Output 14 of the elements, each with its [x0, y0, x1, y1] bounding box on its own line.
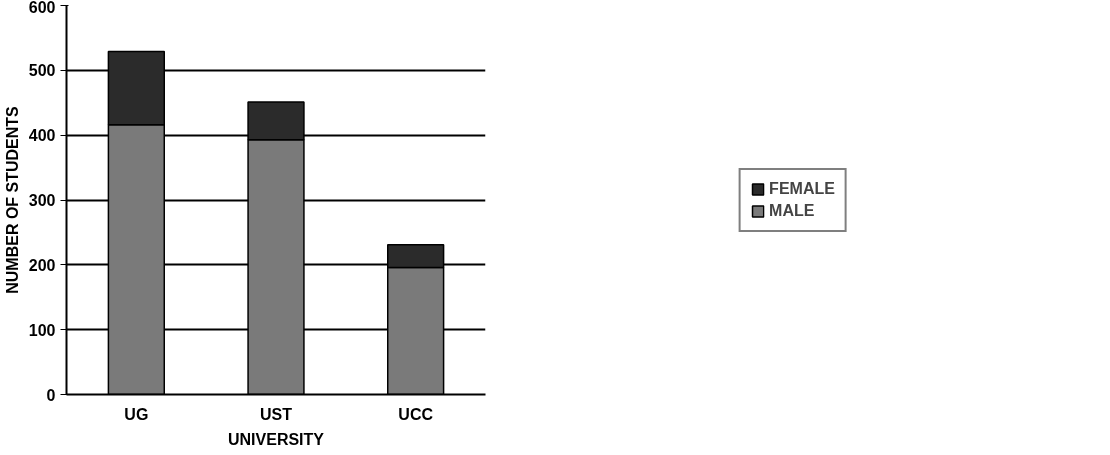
x-axis-title: UNIVERSITY — [227, 430, 325, 448]
y-tick-label: 200 — [28, 256, 56, 274]
x-tick-label: UST — [260, 405, 293, 423]
y-tick-label: 400 — [28, 127, 56, 145]
y-tick-label: 100 — [28, 321, 56, 339]
y-tick-label: 600 — [28, 0, 56, 16]
y-axis-title: NUMBER OF STUDENTS — [3, 105, 21, 294]
y-tick-label: 300 — [28, 192, 56, 209]
x-tick-label: UG — [124, 405, 149, 423]
x-tick-label: UCC — [398, 405, 434, 423]
legend-label: MALE — [769, 201, 815, 220]
legend-label: FEMALE — [769, 179, 835, 198]
y-tick-label: 500 — [28, 62, 56, 80]
y-tick-label: 0 — [46, 386, 56, 404]
